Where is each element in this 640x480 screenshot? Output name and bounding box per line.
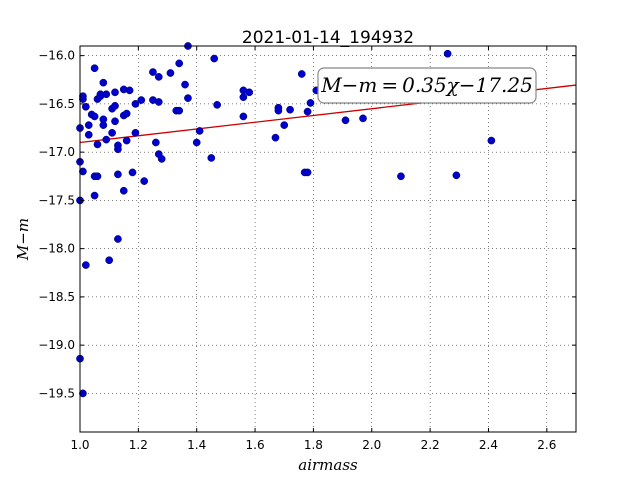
data-point bbox=[280, 121, 289, 129]
x-tick-label: 1.4 bbox=[187, 438, 206, 452]
y-axis-ticks: −16.0 −16.5 −17.0 −17.5 −18.0 −18.5 −19.0 −19.5 bbox=[38, 49, 576, 400]
chart-title: 2021-01-14_194932 bbox=[242, 28, 414, 48]
data-point bbox=[140, 177, 149, 185]
data-point bbox=[443, 49, 452, 58]
x-axis-label: airmass bbox=[298, 456, 358, 474]
data-point bbox=[239, 112, 248, 121]
y-tick-label: −16.5 bbox=[38, 97, 75, 111]
data-point bbox=[81, 102, 90, 111]
data-point bbox=[90, 191, 99, 200]
data-point bbox=[359, 114, 367, 123]
data-point bbox=[111, 117, 119, 126]
x-tick-label: 1.0 bbox=[70, 438, 89, 452]
data-point bbox=[213, 101, 221, 109]
data-point bbox=[157, 155, 166, 163]
x-tick-label: 2.0 bbox=[362, 438, 381, 452]
y-axis-label: M−m bbox=[14, 218, 32, 261]
data-point bbox=[487, 136, 496, 145]
data-point bbox=[195, 127, 204, 135]
y-tick-label: −19.5 bbox=[38, 386, 75, 400]
data-point bbox=[152, 138, 160, 147]
data-point bbox=[93, 172, 102, 181]
data-point bbox=[122, 136, 131, 145]
data-point bbox=[397, 172, 405, 181]
data-point bbox=[210, 54, 219, 63]
data-point bbox=[102, 135, 111, 144]
data-point bbox=[303, 168, 312, 177]
y-tick-label: −17.5 bbox=[38, 193, 75, 207]
data-point bbox=[119, 186, 128, 195]
fit-equation-label: M−m = 0.35χ−17.25 bbox=[320, 73, 533, 97]
data-point bbox=[111, 88, 119, 97]
data-point bbox=[131, 129, 140, 137]
data-point bbox=[166, 69, 175, 77]
data-point bbox=[125, 86, 134, 95]
x-tick-label: 1.6 bbox=[246, 438, 265, 452]
data-point bbox=[184, 94, 192, 102]
data-point bbox=[286, 105, 294, 114]
data-point bbox=[341, 116, 350, 125]
data-point bbox=[137, 96, 146, 104]
data-point bbox=[452, 171, 461, 180]
data-point bbox=[81, 261, 90, 269]
data-point bbox=[90, 112, 99, 121]
fit-annotation-layer: M−m = 0.35χ−17.25 bbox=[317, 67, 537, 104]
y-tick-label: −16.0 bbox=[38, 49, 75, 63]
y-tick-label: −18.5 bbox=[38, 290, 75, 304]
grid-lines bbox=[80, 46, 576, 432]
plot-frame bbox=[79, 45, 577, 433]
data-point bbox=[93, 140, 102, 149]
data-point bbox=[114, 145, 122, 154]
data-point bbox=[271, 133, 280, 142]
data-point bbox=[239, 93, 248, 101]
data-point bbox=[207, 154, 216, 162]
data-point bbox=[90, 64, 99, 73]
y-tick-label: −18.0 bbox=[38, 242, 75, 256]
fit-annotation-box bbox=[317, 67, 537, 104]
data-point bbox=[149, 68, 157, 76]
x-tick-label: 2.2 bbox=[421, 438, 440, 452]
data-point bbox=[154, 98, 163, 106]
data-point bbox=[192, 138, 201, 147]
data-point bbox=[108, 129, 116, 137]
data-point bbox=[274, 106, 283, 115]
scatter-points bbox=[76, 42, 496, 398]
data-point bbox=[114, 170, 122, 179]
data-point bbox=[128, 168, 137, 177]
x-tick-label: 1.8 bbox=[304, 438, 323, 452]
data-point bbox=[154, 73, 163, 81]
data-point bbox=[79, 167, 87, 176]
data-point bbox=[181, 80, 189, 89]
data-point bbox=[306, 99, 315, 107]
data-point bbox=[175, 106, 184, 115]
x-tick-label: 1.2 bbox=[129, 438, 148, 452]
data-point bbox=[105, 256, 114, 265]
data-point bbox=[245, 88, 254, 97]
data-point bbox=[102, 90, 111, 99]
data-point bbox=[122, 109, 131, 118]
data-point bbox=[303, 107, 312, 116]
data-point bbox=[175, 59, 184, 68]
data-point bbox=[84, 130, 93, 139]
data-point bbox=[114, 235, 122, 243]
data-point bbox=[111, 101, 119, 110]
y-tick-label: −19.0 bbox=[38, 338, 75, 352]
x-tick-label: 2.6 bbox=[537, 438, 556, 452]
data-point bbox=[297, 70, 306, 78]
data-point bbox=[99, 78, 108, 87]
data-point bbox=[99, 121, 108, 129]
y-tick-label: −17.0 bbox=[38, 145, 75, 159]
data-point bbox=[79, 95, 87, 103]
data-point bbox=[131, 100, 140, 108]
data-point bbox=[84, 121, 93, 129]
x-axis-ticks: 1.0 1.2 1.4 1.6 1.8 2.0 2.2 2.4 2.6 bbox=[70, 46, 556, 452]
x-tick-label: 2.4 bbox=[479, 438, 498, 452]
